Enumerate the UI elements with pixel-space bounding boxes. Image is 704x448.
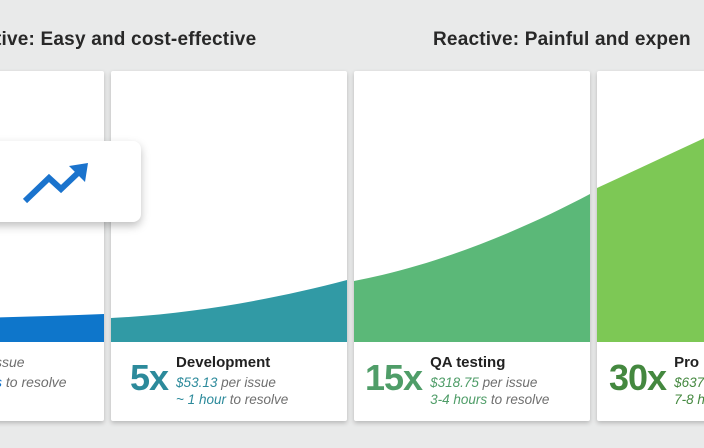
time-to-resolve: s to resolve	[0, 374, 67, 390]
cost-per-issue: $637	[674, 375, 704, 390]
trend-tooltip-card	[0, 141, 141, 222]
reactive-header: Reactive: Painful and expen	[433, 29, 691, 50]
cost-area-chart-segment-4	[597, 138, 704, 342]
trending-up-icon	[22, 163, 88, 204]
cost-multiplier: 15x	[365, 357, 423, 398]
cost-multiplier: 5x	[130, 357, 169, 398]
stage-1-details: ssue s to resolve	[0, 352, 67, 392]
cost-area-chart-segment-3	[354, 194, 590, 342]
cost-multiplier: 30x	[609, 357, 667, 398]
proactive-header: tive: Easy and cost-effective	[0, 29, 257, 50]
time-to-resolve: ~ 1 hour to resolve	[176, 392, 289, 407]
panel-production: 30x Pro $637 7-8 h	[597, 71, 704, 421]
time-to-resolve: 7-8 h	[674, 392, 704, 407]
cost-per-issue: $53.13 per issue	[176, 375, 276, 390]
cost-per-issue: $318.75 per issue	[430, 375, 538, 390]
cost-area-chart-segment-2	[111, 280, 347, 342]
time-to-resolve: 3-4 hours to resolve	[430, 392, 550, 407]
panel-stage-1: ssue s to resolve	[0, 71, 104, 421]
panel-development: 5x Development $53.13 per issue ~ 1 hour…	[111, 71, 347, 421]
stage-title: Pro	[674, 354, 700, 371]
stage-title: Development	[176, 354, 271, 371]
stage-title: QA testing	[430, 354, 506, 371]
panel-qa-testing: 15x QA testing $318.75 per issue 3-4 hou…	[354, 71, 590, 421]
cost-per-issue: ssue	[0, 354, 25, 370]
cost-area-chart-segment-1	[0, 314, 104, 342]
